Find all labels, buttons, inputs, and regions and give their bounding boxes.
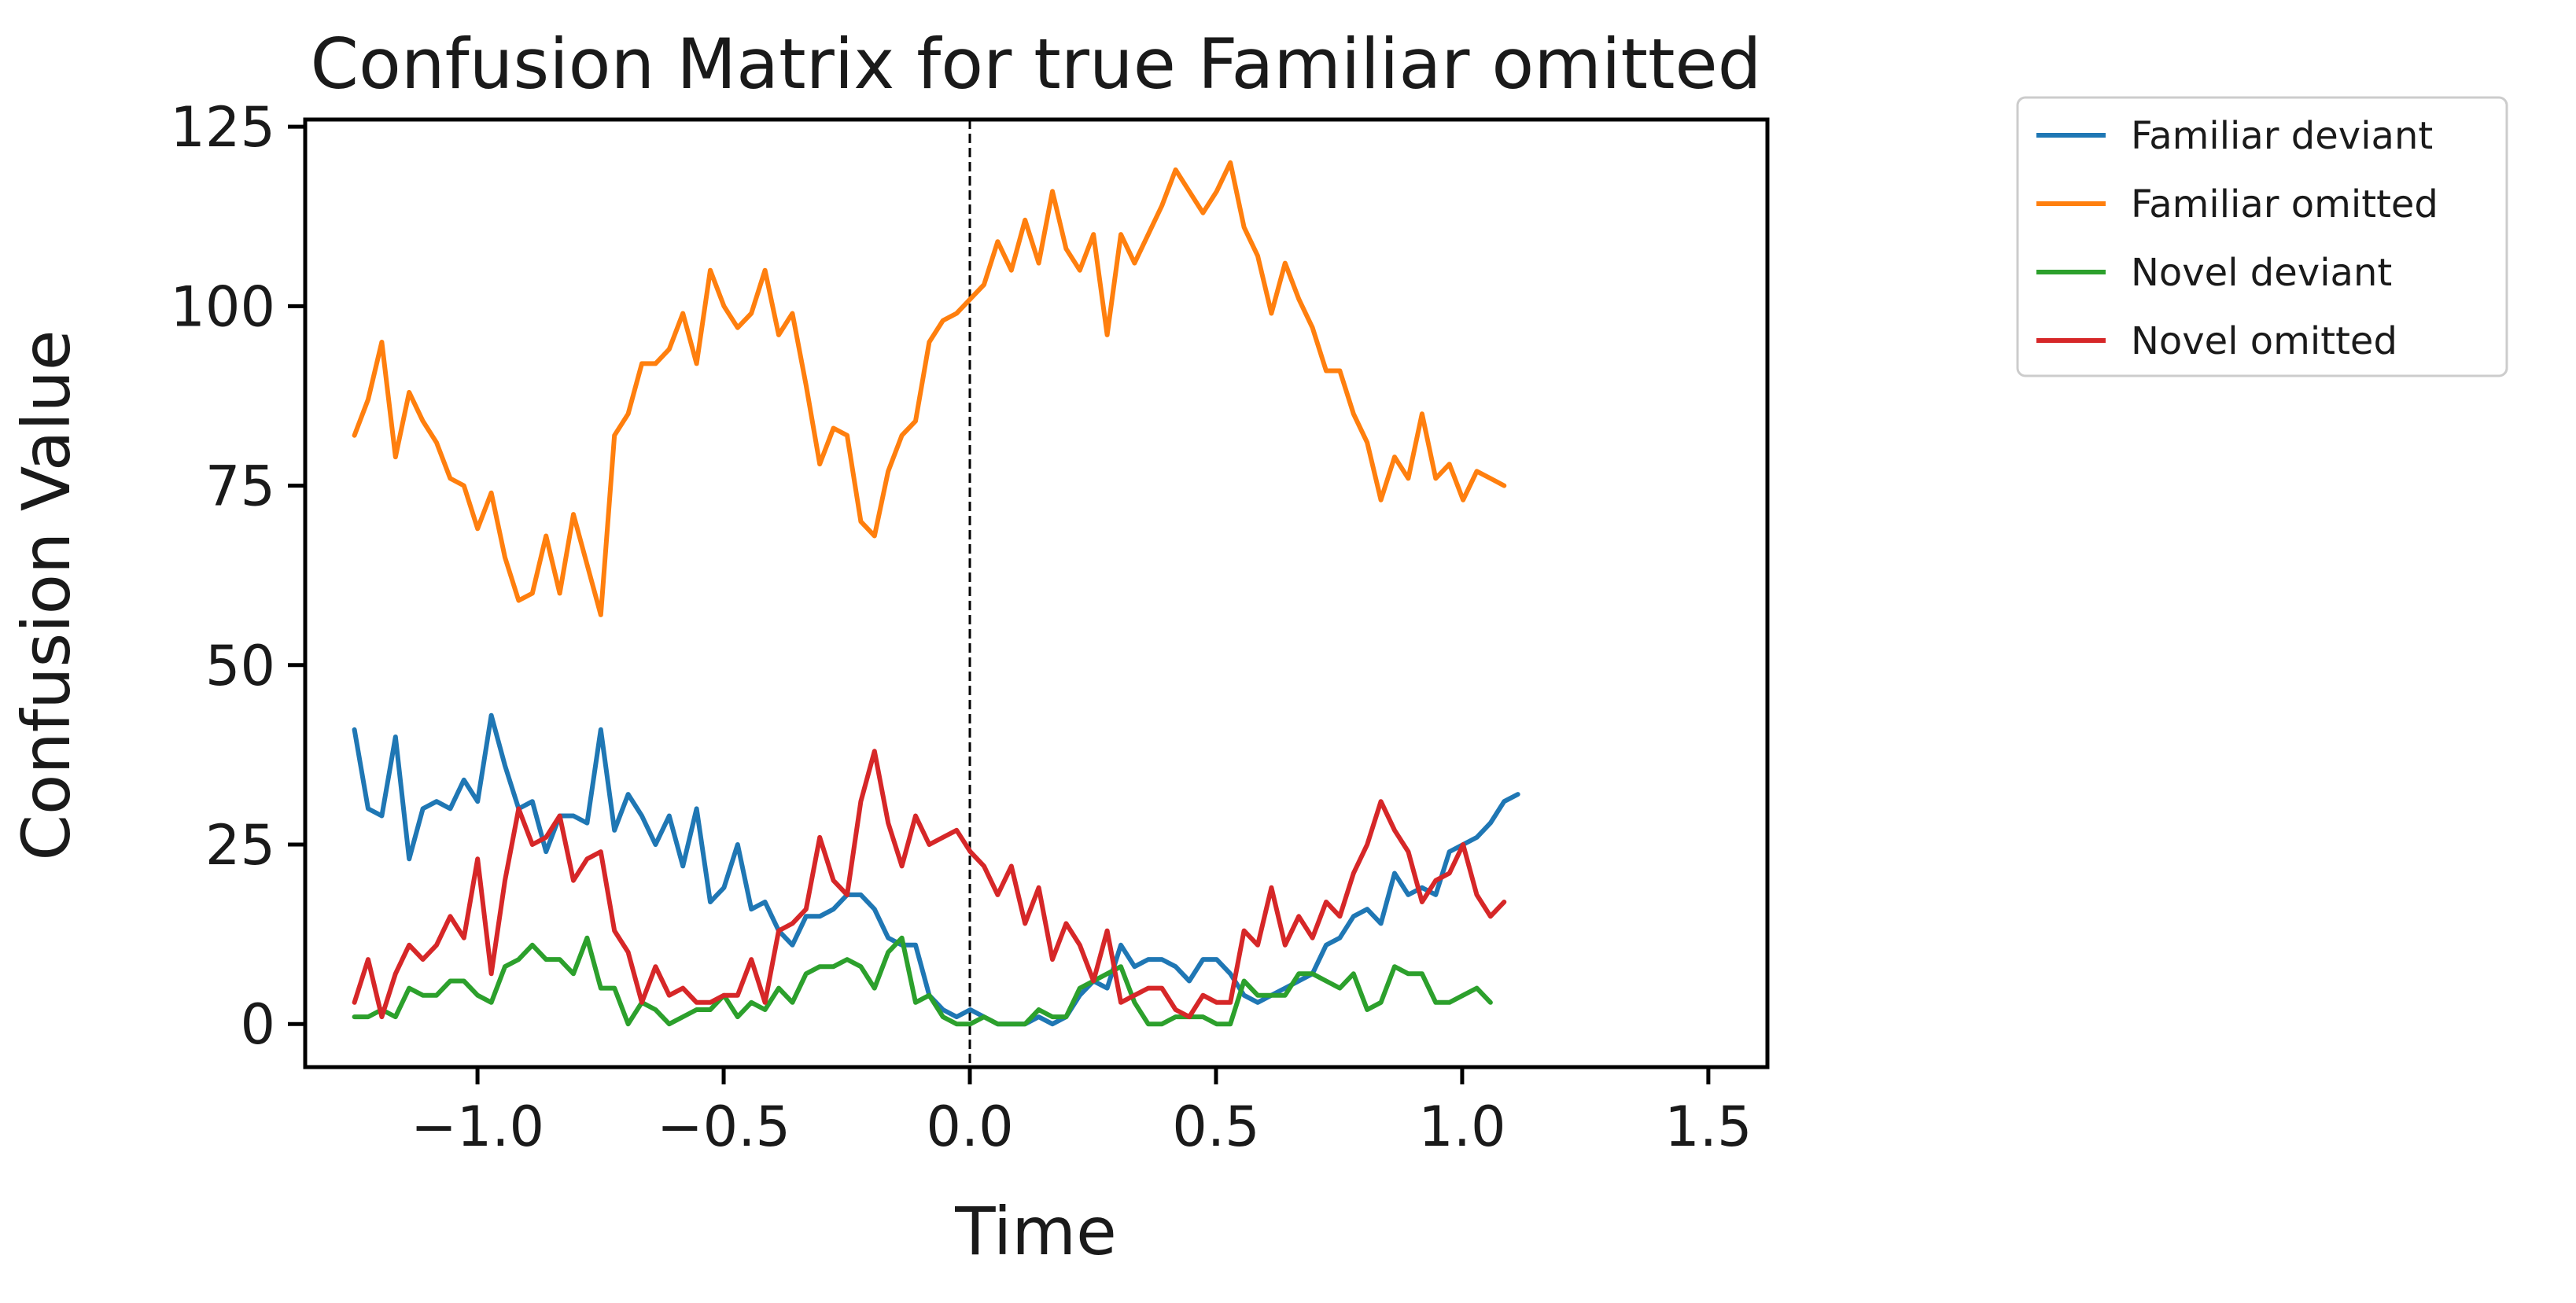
y-tick-label: 0 — [240, 992, 275, 1057]
chart-title: Confusion Matrix for true Familiar omitt… — [311, 24, 1762, 105]
x-tick-label: −0.5 — [657, 1095, 790, 1159]
x-axis-label: Time — [954, 1193, 1117, 1270]
legend-label-familiar-deviant: Familiar deviant — [2131, 114, 2433, 158]
y-axis-label: Confusion Value — [8, 329, 85, 860]
y-tick-label: 125 — [170, 95, 275, 160]
legend-box — [2016, 96, 2508, 377]
legend-label-novel-omitted: Novel omitted — [2131, 319, 2397, 363]
series-line-novel-deviant — [352, 935, 1493, 1027]
legend-label-familiar-omitted: Familiar omitted — [2131, 182, 2438, 226]
y-tick-label: 100 — [170, 274, 275, 339]
y-tick-label: 50 — [205, 634, 275, 698]
series-line-familiar-omitted — [352, 160, 1507, 617]
x-tick-label: 1.5 — [1664, 1095, 1752, 1159]
series-line-novel-omitted — [352, 749, 1507, 1020]
legend-label-novel-deviant: Novel deviant — [2131, 251, 2392, 295]
series-line-familiar-deviant — [352, 712, 1520, 1027]
x-tick-label: 1.0 — [1418, 1095, 1505, 1159]
plot-area: −1.0 −0.5 0.0 0.5 1.0 1.5 0 25 50 75 100 125 — [170, 95, 1770, 1159]
axes-frame — [303, 117, 1770, 1069]
x-tick-label: 0.5 — [1172, 1095, 1259, 1159]
y-tick-label: 25 — [205, 813, 275, 878]
x-tick-label: 0.0 — [926, 1095, 1013, 1159]
x-tick-label: −1.0 — [411, 1095, 544, 1159]
legend: Familiar deviant Familiar omitted Novel de… — [2016, 96, 2508, 377]
y-tick-label: 75 — [205, 455, 275, 519]
